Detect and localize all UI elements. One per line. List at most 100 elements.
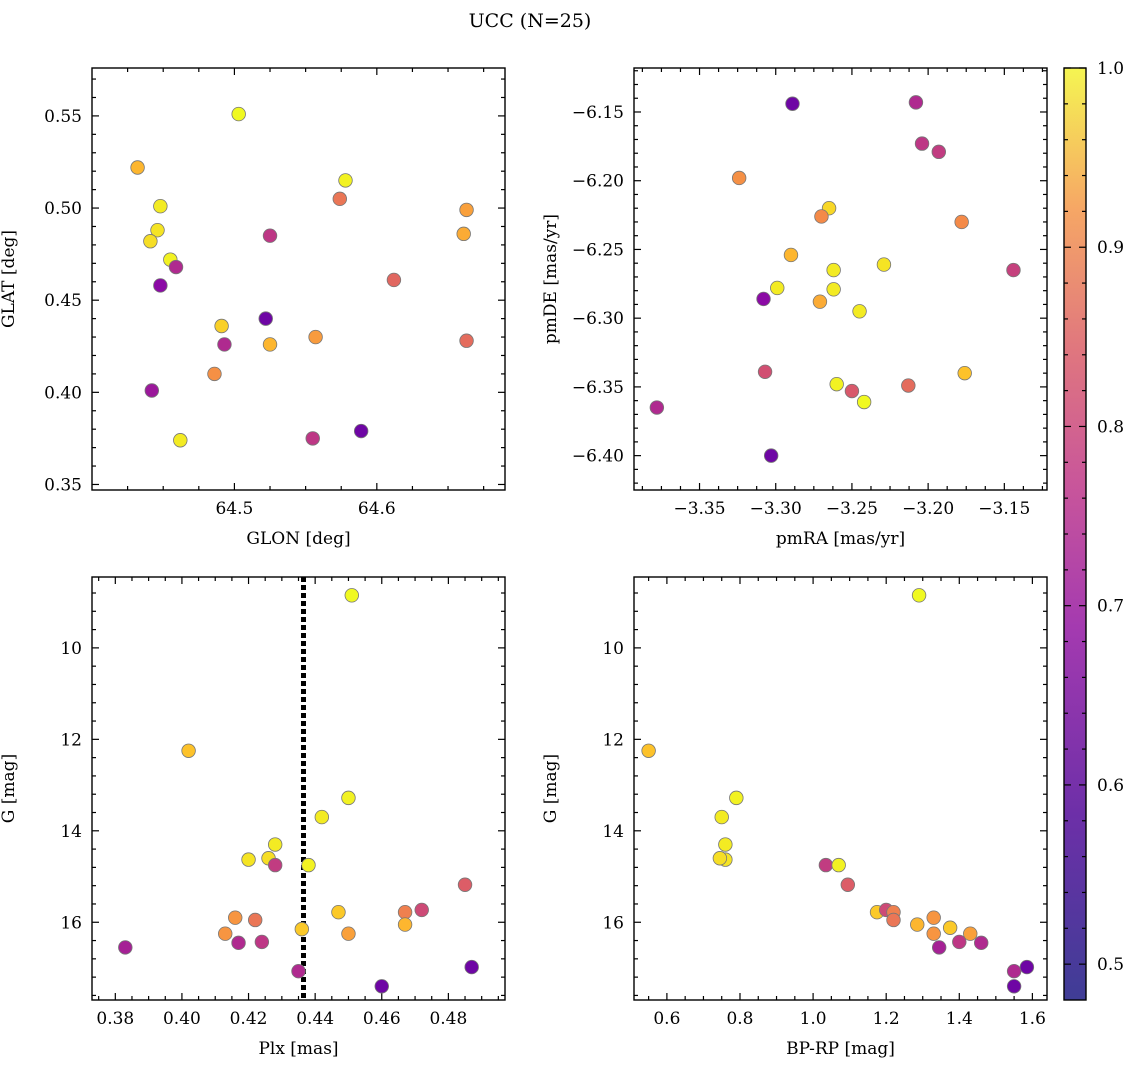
data-point	[1006, 979, 1022, 994]
x-tick-label: 64.5	[215, 499, 253, 519]
data-point	[338, 173, 353, 188]
data-point	[649, 400, 665, 415]
x-tick-label: 0.46	[363, 1009, 401, 1029]
x-tick-label: −3.30	[750, 499, 802, 519]
data-point	[248, 912, 263, 928]
colorbar-tick-label: 1.0	[1097, 59, 1124, 79]
data-point	[954, 214, 969, 230]
data-point	[144, 383, 160, 398]
y-axis-label: pmDE [mas/yr]	[541, 214, 561, 344]
y-tick-label: 0.50	[44, 199, 82, 219]
data-point	[942, 920, 958, 935]
x-axis-label: Plx [mas]	[258, 1039, 338, 1059]
data-point	[731, 170, 747, 186]
scatter-points	[641, 588, 1035, 994]
plot-frame	[91, 576, 506, 1001]
y-tick-label: 12	[602, 730, 624, 750]
data-point	[228, 910, 243, 925]
panel-3: 0.38 0.40 0.42 0.44 0.46 0.48 10 12 14 16 Plx [mas…	[0, 576, 506, 1059]
data-point	[757, 364, 773, 379]
data-point	[770, 280, 785, 296]
colorbar: 0.5 0.6 0.7 0.8 0.9 1.0	[1063, 59, 1124, 1001]
data-point	[931, 940, 947, 955]
colorbar-tick-label: 0.5	[1097, 955, 1124, 975]
data-point	[829, 376, 844, 392]
data-point	[331, 904, 346, 920]
y-tick-label: −6.20	[572, 172, 624, 192]
data-point	[386, 272, 402, 288]
plot-frame	[633, 67, 1048, 491]
data-point	[459, 333, 474, 348]
y-tick-label: −6.40	[572, 447, 624, 467]
data-point	[397, 917, 413, 932]
y-tick-label: 0.45	[44, 291, 82, 311]
data-point	[397, 904, 413, 920]
figure-title: UCC (N=25)	[469, 10, 592, 32]
data-point	[258, 311, 273, 326]
data-point	[332, 191, 348, 207]
data-point	[974, 935, 989, 951]
y-tick-label: −6.30	[572, 309, 624, 329]
data-point	[911, 588, 927, 603]
data-point	[308, 329, 323, 345]
data-point	[926, 926, 941, 941]
data-point	[241, 852, 256, 867]
data-point	[856, 394, 872, 410]
data-point	[173, 433, 188, 448]
data-point	[926, 910, 941, 925]
panel-2: −3.35 −3.30 −3.25 −3.20 −3.15 −6.40 −6.35 −6.30…	[541, 67, 1048, 549]
data-point	[814, 209, 829, 224]
data-point	[783, 247, 799, 263]
data-point	[901, 378, 916, 393]
x-tick-label: −3.25	[826, 499, 878, 519]
data-point	[267, 857, 283, 873]
data-point	[718, 837, 733, 852]
data-point	[153, 199, 168, 214]
data-point	[852, 304, 867, 319]
data-point	[118, 940, 133, 955]
colorbar-tick-label: 0.6	[1097, 776, 1124, 796]
data-point	[876, 257, 892, 272]
y-tick-label: −6.15	[572, 103, 624, 123]
y-tick-label: −6.25	[572, 240, 624, 260]
x-tick-label: 1.0	[800, 1009, 827, 1029]
x-tick-label: 1.4	[946, 1009, 973, 1029]
x-tick-label: 0.8	[726, 1009, 753, 1029]
panel-1: 64.5 64.6 0.35 0.40 0.45 0.50 0.55 GLON [deg] GL…	[0, 67, 506, 549]
data-point	[207, 366, 222, 382]
data-point	[1006, 963, 1022, 979]
data-point	[952, 934, 967, 950]
data-point	[831, 857, 846, 873]
data-point	[763, 448, 779, 463]
data-point	[908, 95, 924, 110]
x-tick-label: 64.6	[358, 499, 396, 519]
data-point	[341, 926, 356, 941]
colorbar-gradient	[1064, 68, 1086, 1000]
y-tick-label: 0.35	[44, 475, 82, 495]
x-axis-label: BP-RP [mag]	[786, 1039, 895, 1059]
x-tick-label: 1.2	[873, 1009, 900, 1029]
data-point	[314, 809, 330, 825]
x-tick-label: −3.35	[673, 499, 725, 519]
data-point	[957, 365, 972, 381]
y-tick-label: 0.40	[44, 383, 82, 403]
data-point	[143, 234, 158, 249]
y-tick-label: 12	[60, 730, 82, 750]
data-point	[844, 383, 860, 399]
data-point	[231, 935, 246, 951]
x-tick-label: −3.15	[978, 499, 1030, 519]
data-point	[294, 921, 310, 937]
data-point	[756, 291, 771, 307]
data-point	[291, 963, 306, 979]
data-point	[214, 318, 229, 334]
data-point	[305, 431, 320, 446]
data-point	[218, 926, 233, 941]
data-point	[341, 790, 356, 806]
data-point	[812, 294, 828, 309]
data-point	[254, 934, 270, 950]
data-point	[714, 809, 729, 825]
data-point	[301, 857, 316, 873]
x-axis-label: GLON [deg]	[246, 529, 350, 549]
data-point	[217, 337, 232, 352]
